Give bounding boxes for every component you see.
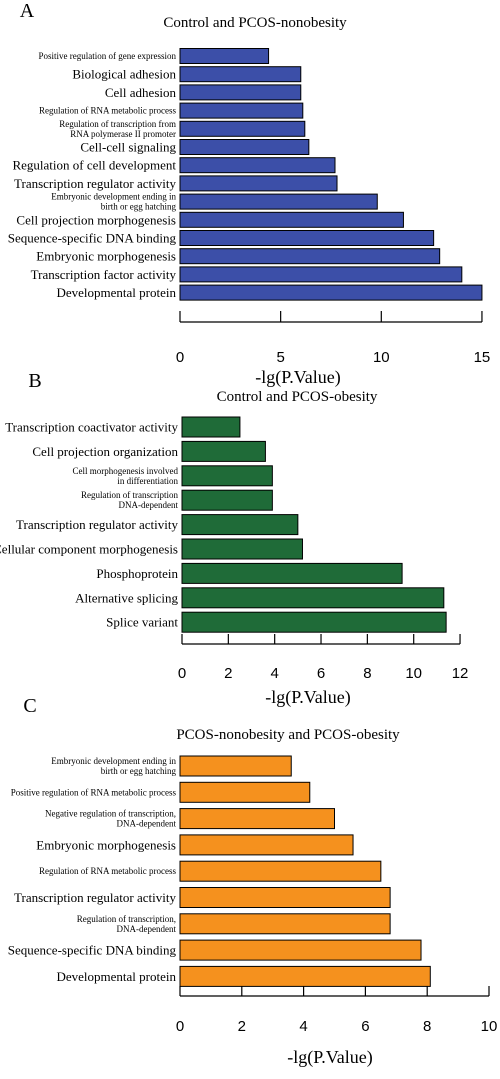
category-label: Embryonic morphogenesis xyxy=(36,249,176,264)
category-label: Embryonic development ending in birth or … xyxy=(51,756,176,776)
x-axis-label: -lg(P.Value) xyxy=(265,687,350,708)
category-label: Positive regulation of gene expression xyxy=(39,51,177,61)
x-tick-label: 8 xyxy=(423,1018,431,1035)
bar xyxy=(181,611,447,633)
category-label: Cell projection morphogenesis xyxy=(16,212,176,227)
category-label: Cellular component morphogenesis xyxy=(0,542,178,557)
category-label: Regulation of cell development xyxy=(12,158,176,173)
chart-title: PCOS-nonobesity and PCOS-obesity xyxy=(176,727,400,743)
x-tick-label: 12 xyxy=(452,665,469,682)
bar xyxy=(179,66,302,83)
category-label: Regulation of transcription from RNA poly… xyxy=(59,119,176,139)
x-tick-label: 4 xyxy=(271,665,279,682)
category-label: Cell morphogenesis involved in differenti… xyxy=(73,466,179,486)
bar xyxy=(179,781,311,803)
bar xyxy=(181,587,445,609)
category-label: Transcription regulator activity xyxy=(14,890,176,905)
category-label: Embryonic development ending in birth or … xyxy=(51,192,176,212)
category-label: Transcription factor activity xyxy=(31,267,177,282)
bar xyxy=(179,887,391,908)
x-axis-label: -lg(P.Value) xyxy=(255,367,340,388)
bar xyxy=(179,193,378,210)
bar xyxy=(179,939,422,961)
bar xyxy=(181,538,303,560)
chart-panel-a: A Control and PCOS-nonobesity Positive reg… xyxy=(8,0,491,388)
category-label: Cell projection organization xyxy=(32,444,178,459)
category-label: Developmental protein xyxy=(57,969,177,984)
x-tick-label: 5 xyxy=(276,349,284,366)
bar xyxy=(181,416,241,438)
x-tick-label: 15 xyxy=(474,349,491,366)
bar xyxy=(179,48,270,64)
x-tick-label: 4 xyxy=(299,1018,307,1035)
bar xyxy=(181,440,266,462)
category-label: Phosphoprotein xyxy=(96,566,178,581)
x-tick-label: 10 xyxy=(405,665,422,682)
category-label: Splice variant xyxy=(106,615,178,630)
x-tick-label: 0 xyxy=(176,1018,184,1035)
bar xyxy=(179,266,463,283)
bar xyxy=(179,965,431,987)
category-label: Regulation of RNA metabolic process xyxy=(39,866,176,876)
category-label: Transcription regulator activity xyxy=(14,176,176,191)
category-label: Cell adhesion xyxy=(105,85,177,100)
category-label: Embryonic morphogenesis xyxy=(36,837,176,852)
category-label: Regulation of transcription, DNA-dependen… xyxy=(77,914,177,934)
bar xyxy=(179,248,441,265)
bar xyxy=(179,860,382,882)
bar xyxy=(179,84,302,101)
category-label: Biological adhesion xyxy=(72,67,176,82)
panel-letter: C xyxy=(23,695,36,717)
bar xyxy=(181,465,273,487)
bar xyxy=(181,489,273,511)
x-tick-label: 6 xyxy=(361,1018,369,1035)
x-tick-label: 0 xyxy=(178,665,186,682)
bar xyxy=(179,834,354,856)
category-label: Regulation of transcription DNA-dependent xyxy=(81,490,178,510)
x-tick-label: 2 xyxy=(224,665,232,682)
bar xyxy=(179,102,304,119)
bar xyxy=(181,562,403,584)
bar xyxy=(179,120,306,137)
panel-letter: B xyxy=(28,370,41,392)
panel-letter: A xyxy=(20,0,35,22)
bar xyxy=(179,913,391,935)
chart-panel-b: B Control and PCOS-obesity Transcription c… xyxy=(0,370,468,708)
bar xyxy=(179,284,483,301)
x-tick-label: 2 xyxy=(238,1018,246,1035)
bar xyxy=(179,157,336,174)
bar xyxy=(179,139,310,155)
category-label: Transcription regulator activity xyxy=(16,517,178,532)
x-axis-label: -lg(P.Value) xyxy=(287,1047,372,1068)
category-label: Alternative splicing xyxy=(75,590,178,605)
chart-title: Control and PCOS-obesity xyxy=(217,389,378,405)
bar xyxy=(181,514,299,536)
category-label: Sequence-specific DNA binding xyxy=(8,231,177,246)
bar xyxy=(179,211,404,228)
category-label: Negative regulation of transcription, DNA… xyxy=(45,809,176,829)
category-label: Developmental protein xyxy=(57,285,177,300)
category-label: Sequence-specific DNA binding xyxy=(8,943,177,958)
category-label: Transcription coactivator activity xyxy=(5,420,178,435)
x-tick-label: 6 xyxy=(317,665,325,682)
bar xyxy=(179,755,292,777)
bar xyxy=(179,230,435,246)
category-label: Positive regulation of RNA metabolic pro… xyxy=(11,787,177,797)
x-tick-label: 10 xyxy=(373,349,390,366)
chart-title: Control and PCOS-nonobesity xyxy=(163,15,347,31)
bar xyxy=(179,808,335,830)
bar xyxy=(179,175,338,192)
x-tick-label: 0 xyxy=(176,349,184,366)
category-label: Regulation of RNA metabolic process xyxy=(39,106,176,116)
x-tick-label: 8 xyxy=(363,665,371,682)
category-label: Cell-cell signaling xyxy=(80,140,176,155)
x-tick-label: 10 xyxy=(481,1018,498,1035)
